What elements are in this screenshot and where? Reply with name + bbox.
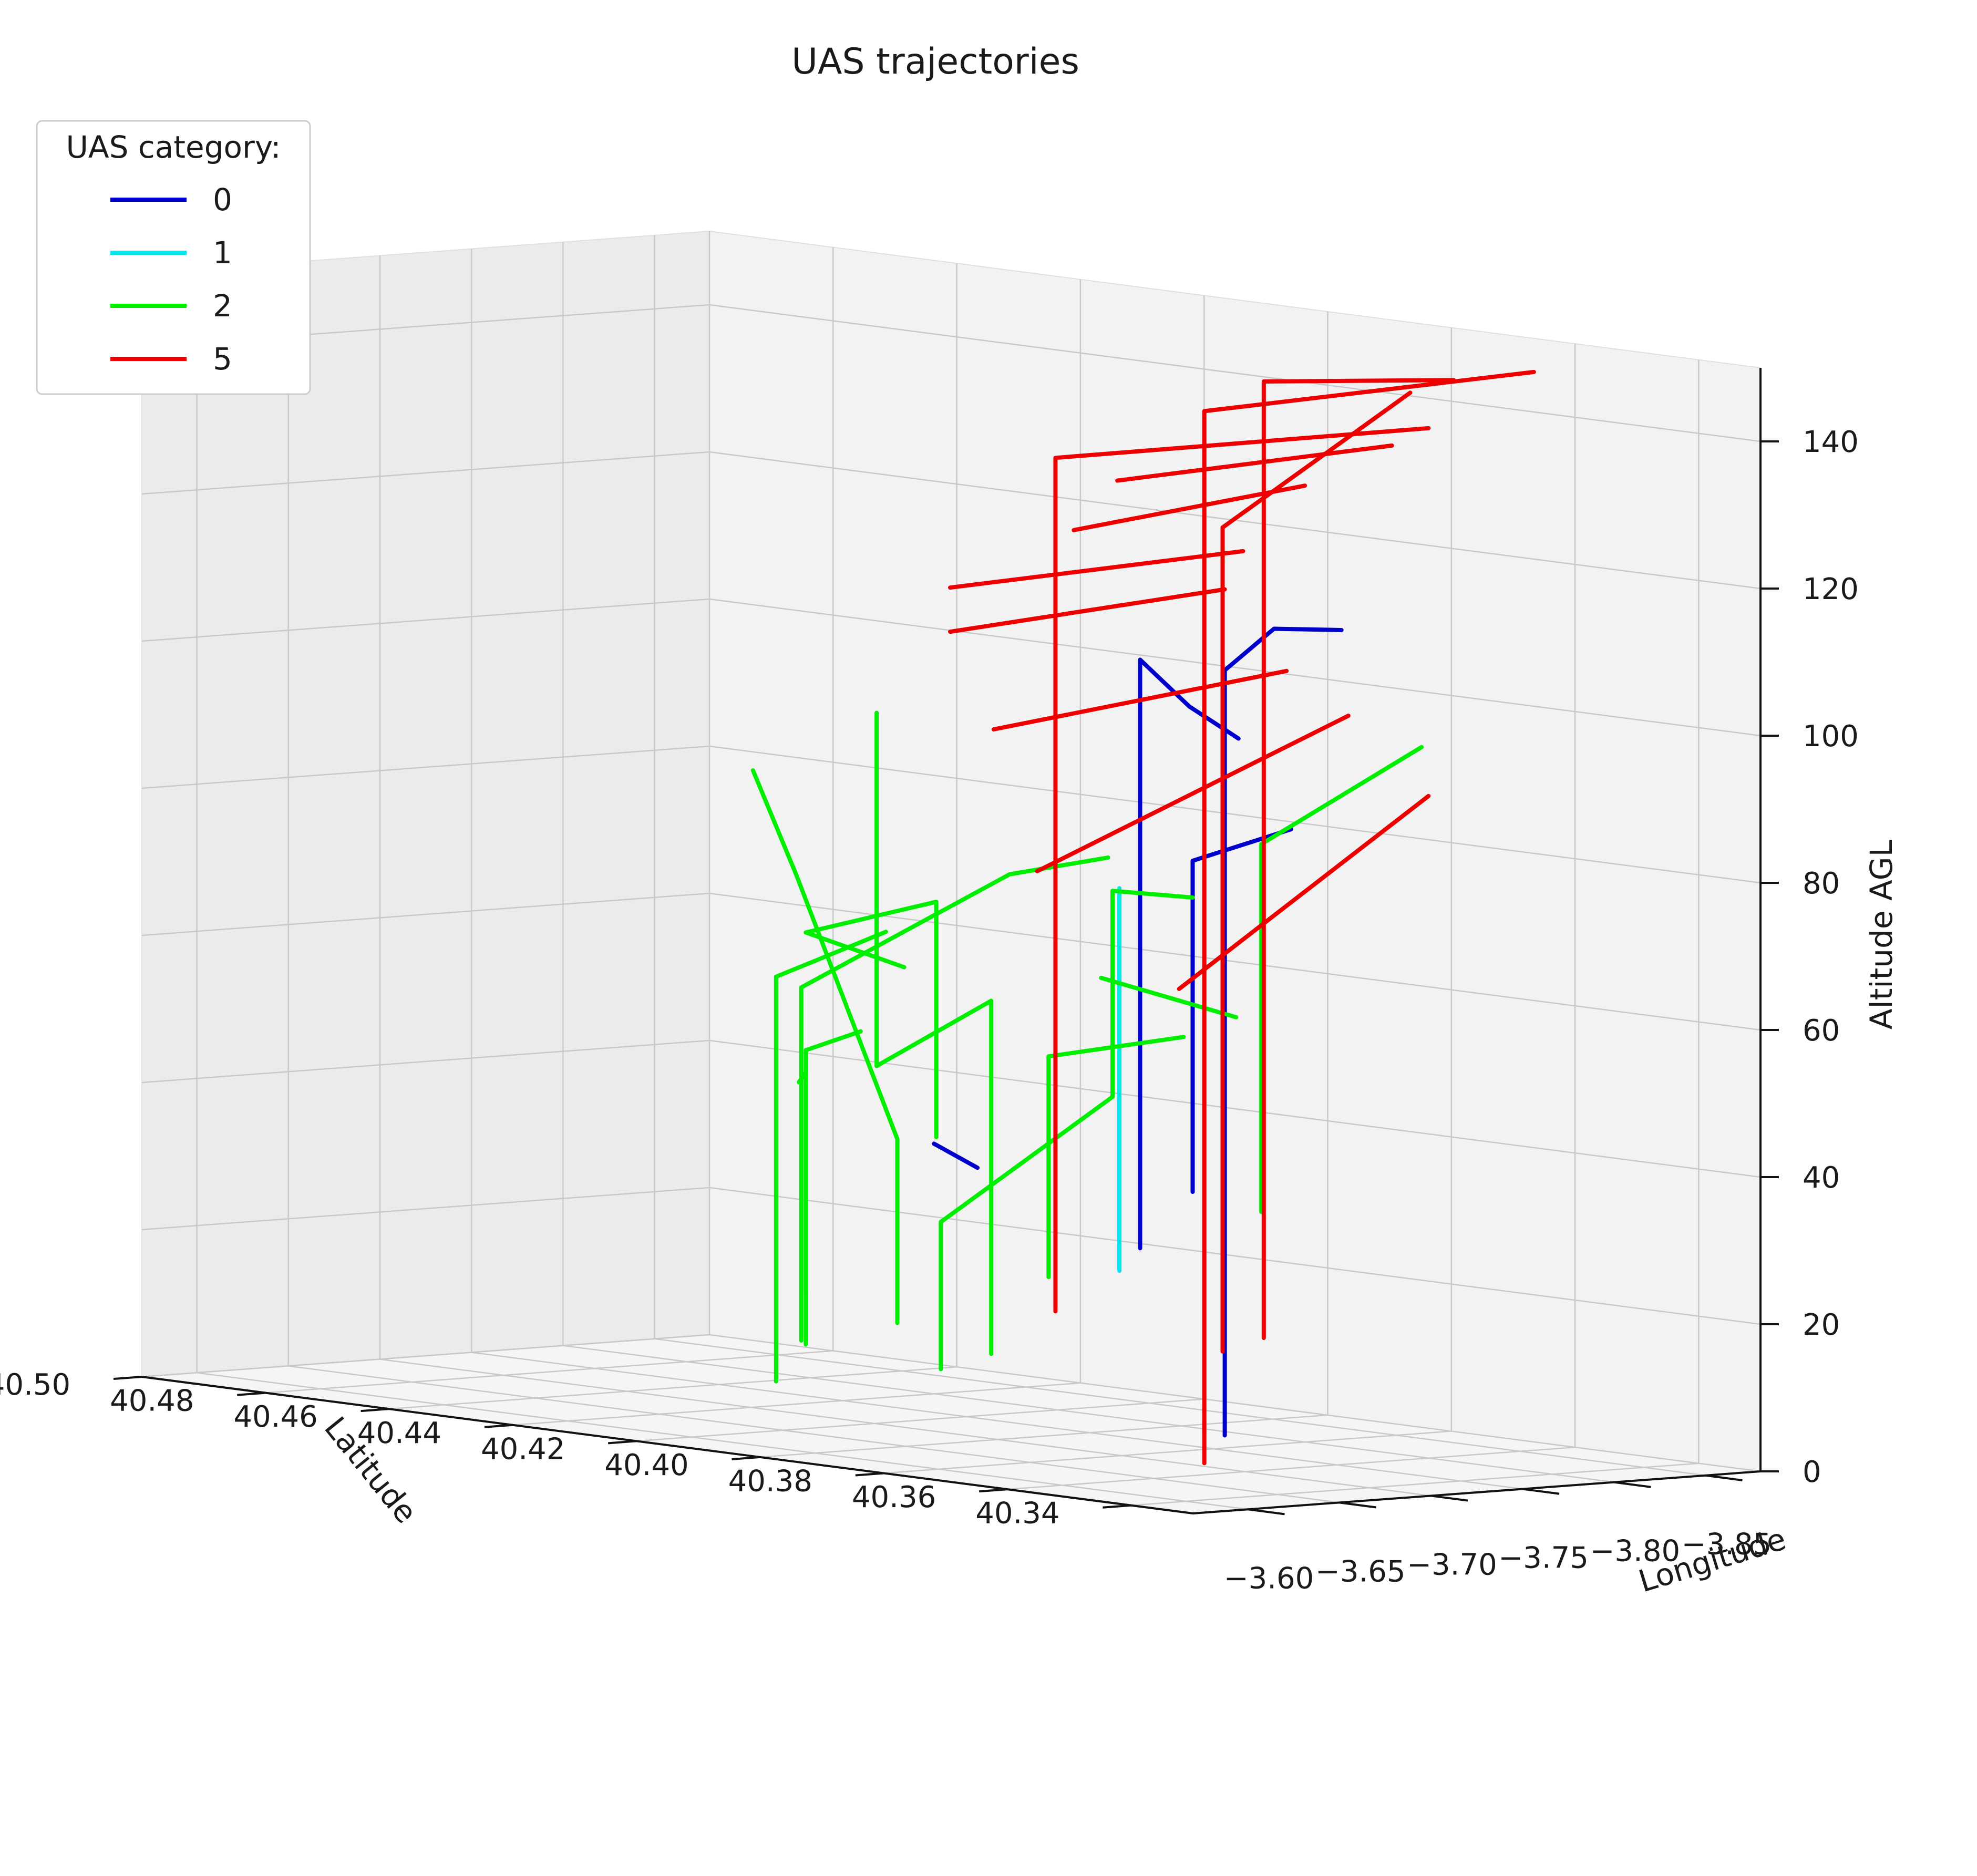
latitude-tick [732,1456,760,1460]
longitude-tick [1248,1508,1285,1516]
trajectory-category-5 [1202,369,1536,1466]
longitude-tick-label: −3.85 [1682,1528,1772,1562]
legend-label-category-0: 0 [213,182,232,218]
altitude-tick-label: 140 [1803,425,1859,459]
latitude-tick [237,1391,266,1396]
altitude-tick-label: 20 [1803,1308,1840,1342]
latitude-tick [1103,1504,1131,1509]
altitude-tick-label: 80 [1803,867,1840,901]
trajectory-category-5 [1220,390,1413,1354]
legend-title: UAS category: [66,129,281,165]
longitude-axis-line [1192,1470,1761,1514]
longitude-tick-label: −3.65 [1315,1554,1406,1589]
latitude-tick-label: 40.42 [481,1432,565,1466]
trajectory-category-2 [1259,745,1424,1214]
trajectory-category-0 [1138,657,1241,1251]
latitude-tick-label: 40.40 [604,1448,688,1482]
longitude-tick [1430,1494,1468,1502]
longitude-tick [1522,1488,1560,1495]
trajectory-category-0 [1222,626,1344,1438]
latitude-tick [113,1376,142,1380]
trajectories [750,369,1536,1466]
longitude-tick-label: −3.75 [1498,1541,1589,1575]
latitude-tick-label: 40.34 [975,1497,1059,1531]
trajectory-category-2 [750,768,900,1325]
grid-line-altitude [141,1187,1761,1325]
trajectory-category-2 [874,710,994,1356]
altitude-tick-label: 120 [1803,572,1859,606]
trajectory-category-5 [991,668,1289,731]
trajectory-category-5 [948,549,1245,590]
longitude-tick [1705,1474,1743,1481]
trajectory-category-5 [1115,443,1394,483]
latitude-tick [608,1440,637,1445]
latitude-tick [855,1472,884,1477]
trajectory-category-2 [1046,1035,1186,1280]
latitude-axis-line [141,1376,1193,1514]
longitude-tick-label: −3.80 [1590,1534,1680,1569]
trajectory-category-2 [1099,975,1239,1019]
grid-line-altitude [141,451,1761,590]
trajectory-category-2 [804,900,939,1140]
trajectory-category-2 [939,889,1195,1372]
latitude-tick-label: 40.38 [728,1465,812,1499]
grid-line-altitude [141,1039,1761,1178]
chart-title: UAS trajectories [791,41,1079,83]
longitude-tick-label: −3.70 [1407,1548,1497,1582]
grid-line-altitude [141,304,1761,442]
trajectory-category-2 [774,930,888,1384]
latitude-tick-label: 40.36 [852,1480,936,1514]
legend-box [36,120,311,395]
longitude-tick [1339,1501,1376,1509]
altitude-tick-label: 0 [1803,1455,1821,1489]
grid-line-altitude [141,745,1761,884]
trajectory-category-0 [1190,827,1293,1194]
grid-line-altitude [141,598,1761,737]
altitude-tick-label: 60 [1803,1014,1840,1048]
longitude-tick-label: −3.60 [1224,1561,1314,1595]
trajectory-category-5 [1261,378,1456,1340]
trajectory-category-2 [797,1070,808,1347]
legend-label-category-5: 5 [213,341,232,377]
wall-longitude [141,230,710,1378]
legend-label-category-2: 2 [213,288,232,324]
grid-lines [141,231,1761,1510]
altitude-tick-label: 40 [1803,1161,1840,1195]
longitude-tick [1614,1481,1651,1488]
trajectory-category-0 [932,1141,980,1170]
latitude-tick-label: 40.46 [233,1400,317,1434]
axis-panes [141,230,1761,1514]
latitude-tick [484,1424,513,1428]
trajectory-category-5 [1035,714,1351,873]
grid-line-altitude [141,892,1761,1031]
altitude-tick-label: 100 [1803,719,1859,754]
legend-label-category-1: 1 [213,235,232,271]
trajectory-category-5 [1177,793,1431,991]
latitude-tick-label: 40.44 [357,1416,441,1450]
latitude-tick [979,1488,1008,1493]
wall-latitude [709,230,1761,1472]
trajectory-category-2 [799,855,1110,1343]
latitude-tick-label: 40.50 [0,1368,70,1402]
latitude-tick [361,1408,389,1413]
trajectory-category-5 [1053,426,1431,1314]
trajectory-category-5 [1072,483,1307,532]
altitude-axis-label: Altitude AGL [1863,840,1899,1029]
legend: UAS category: 0 1 2 5 [36,120,311,395]
trajectory-category-5 [948,587,1227,634]
latitude-tick-label: 40.48 [110,1384,194,1418]
grid-line-altitude [141,1334,1761,1472]
